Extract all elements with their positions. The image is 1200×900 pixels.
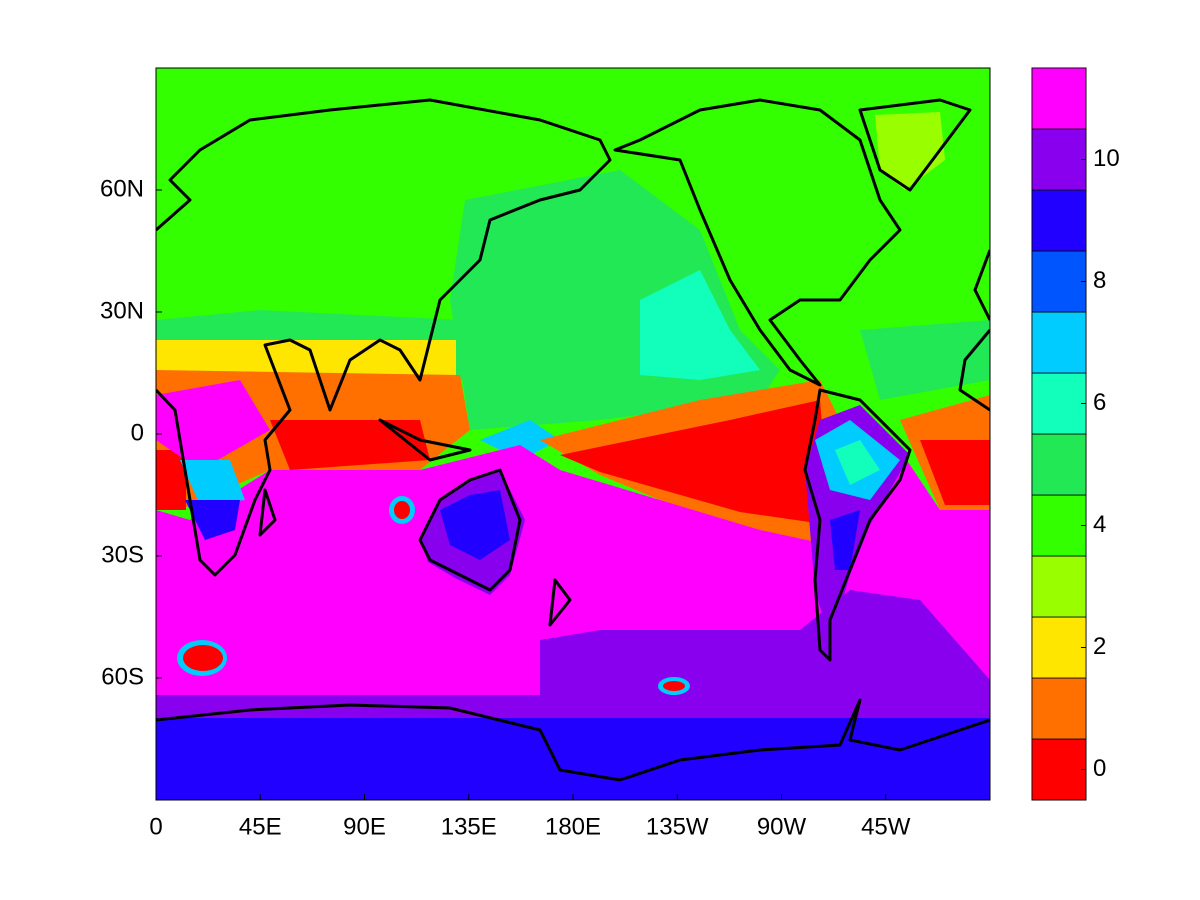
colorbar-label: 4: [1093, 511, 1106, 538]
x-tick-label: 90W: [757, 813, 807, 840]
colorbar-box: [1031, 677, 1087, 740]
x-tick-label: 45W: [861, 813, 911, 840]
y-tick-label: 0: [131, 419, 144, 446]
x-tick-label: 90E: [343, 813, 386, 840]
x-tick-label: 0: [149, 813, 162, 840]
y-tick-label: 30N: [100, 297, 144, 324]
coastline: [258, 418, 572, 627]
contour-region: [156, 450, 186, 510]
contour-region: [156, 380, 270, 470]
colorbar-box: [1031, 311, 1087, 374]
contour-region: [835, 440, 880, 485]
colorbar-box: [1031, 67, 1087, 130]
contour-region: [860, 320, 990, 400]
contour-region: [180, 460, 245, 505]
contour-region: [156, 718, 990, 800]
colorbar-box: [1031, 738, 1087, 801]
y-tick-label: 60S: [101, 663, 144, 690]
coastline: [418, 468, 522, 592]
contour-region: [185, 500, 240, 540]
colorbar-box: [1031, 189, 1087, 252]
colorbar-label: 0: [1093, 755, 1106, 782]
x-tick-label: 45E: [239, 813, 282, 840]
coastline: [803, 388, 912, 662]
contour-region: [560, 400, 830, 525]
contour-region: [640, 270, 760, 380]
colorbar-box: [1031, 555, 1087, 618]
colorbar-label: 8: [1093, 267, 1106, 294]
colorbar-box: [1031, 433, 1087, 496]
contour-region: [920, 440, 990, 505]
coastline: [613, 98, 902, 387]
colorbar-label: 6: [1093, 389, 1106, 416]
contour-region: [440, 490, 510, 560]
contour-region: [830, 510, 860, 570]
colorbar-label: 2: [1093, 633, 1106, 660]
contour-region: [270, 420, 430, 470]
colorbar-label: 10: [1093, 145, 1120, 172]
x-tick-label: 135W: [646, 813, 709, 840]
contour-region: [663, 681, 685, 691]
x-tick-label: 135E: [441, 813, 497, 840]
contour-region: [183, 645, 223, 671]
y-tick-label: 60N: [100, 175, 144, 202]
contour-region: [394, 501, 410, 519]
colorbar-box: [1031, 494, 1087, 557]
colorbar-box: [1031, 128, 1087, 191]
y-tick-label: 30S: [101, 541, 144, 568]
colorbar-box: [1031, 372, 1087, 435]
coastline: [958, 249, 990, 412]
colorbar-box: [1031, 616, 1087, 679]
coastline: [858, 98, 972, 192]
colorbar-box: [1031, 250, 1087, 313]
contour-field: [156, 68, 990, 800]
coastline: [156, 98, 612, 577]
coastline: [156, 698, 990, 782]
contour-region: [875, 112, 945, 190]
x-tick-label: 180E: [545, 813, 601, 840]
